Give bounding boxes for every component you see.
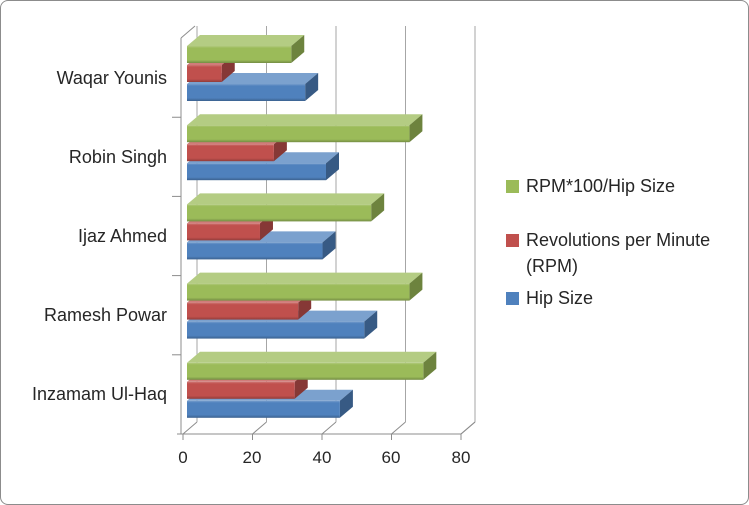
x-axis-tick-80: 80 — [451, 448, 471, 467]
category-label-ramesh-powar: Ramesh Powar — [43, 305, 167, 325]
legend-item-rpm: Revolutions per Minute (RPM) — [506, 227, 738, 279]
bar-rpm-100-hip-size-waqar-younis — [187, 35, 305, 63]
legend-label: Revolutions per Minute (RPM) — [526, 230, 711, 276]
category-label-inzamam-ul-haq: Inzamam Ul-Haq — [31, 384, 167, 404]
legend-item-rpm-ratio: RPM*100/Hip Size — [506, 173, 738, 199]
bar-rpm-100-hip-size-ijaz-ahmed — [187, 193, 385, 222]
legend-swatch-blue — [506, 292, 519, 305]
legend-label: RPM*100/Hip Size — [526, 176, 676, 196]
x-axis-tick-0: 0 — [178, 448, 188, 467]
category-label-waqar-younis: Waqar Younis — [56, 68, 167, 88]
legend: RPM*100/Hip Size Revolutions per Minute … — [506, 1, 746, 504]
category-label-ijaz-ahmed: Ijaz Ahmed — [77, 226, 167, 246]
bar-rpm-100-hip-size-inzamam-ul-haq — [187, 351, 437, 380]
category-label-robin-singh: Robin Singh — [68, 147, 167, 167]
x-axis-tick-20: 20 — [242, 448, 262, 467]
axes — [172, 25, 476, 440]
legend-swatch-green — [506, 180, 519, 193]
legend-item-hip-size: Hip Size — [506, 285, 738, 311]
x-axis-tick-40: 40 — [312, 448, 332, 467]
bar-rpm-100-hip-size-robin-singh — [187, 114, 423, 143]
x-axis-tick-60: 60 — [381, 448, 401, 467]
legend-label: Hip Size — [526, 288, 594, 308]
bar-rpm-100-hip-size-ramesh-powar — [187, 272, 423, 301]
legend-swatch-red — [506, 234, 519, 247]
